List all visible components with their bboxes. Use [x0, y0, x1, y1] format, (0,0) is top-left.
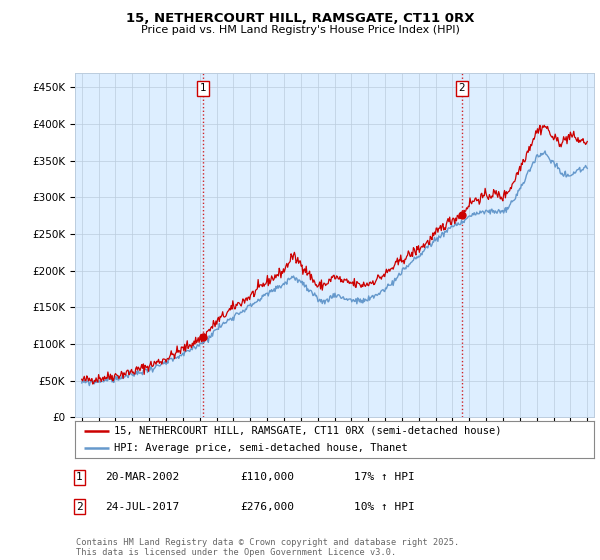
- Text: 1: 1: [200, 83, 207, 94]
- Text: 15, NETHERCOURT HILL, RAMSGATE, CT11 0RX (semi-detached house): 15, NETHERCOURT HILL, RAMSGATE, CT11 0RX…: [114, 426, 502, 436]
- Text: 10% ↑ HPI: 10% ↑ HPI: [354, 502, 415, 512]
- Text: HPI: Average price, semi-detached house, Thanet: HPI: Average price, semi-detached house,…: [114, 442, 407, 452]
- Text: 15, NETHERCOURT HILL, RAMSGATE, CT11 0RX: 15, NETHERCOURT HILL, RAMSGATE, CT11 0RX: [126, 12, 474, 25]
- Text: 24-JUL-2017: 24-JUL-2017: [105, 502, 179, 512]
- Text: 1: 1: [76, 472, 83, 482]
- Text: 17% ↑ HPI: 17% ↑ HPI: [354, 472, 415, 482]
- Text: £276,000: £276,000: [240, 502, 294, 512]
- Text: Contains HM Land Registry data © Crown copyright and database right 2025.
This d: Contains HM Land Registry data © Crown c…: [76, 538, 460, 557]
- Text: 20-MAR-2002: 20-MAR-2002: [105, 472, 179, 482]
- Text: 2: 2: [76, 502, 83, 512]
- Text: 2: 2: [458, 83, 465, 94]
- Text: £110,000: £110,000: [240, 472, 294, 482]
- Text: Price paid vs. HM Land Registry's House Price Index (HPI): Price paid vs. HM Land Registry's House …: [140, 25, 460, 35]
